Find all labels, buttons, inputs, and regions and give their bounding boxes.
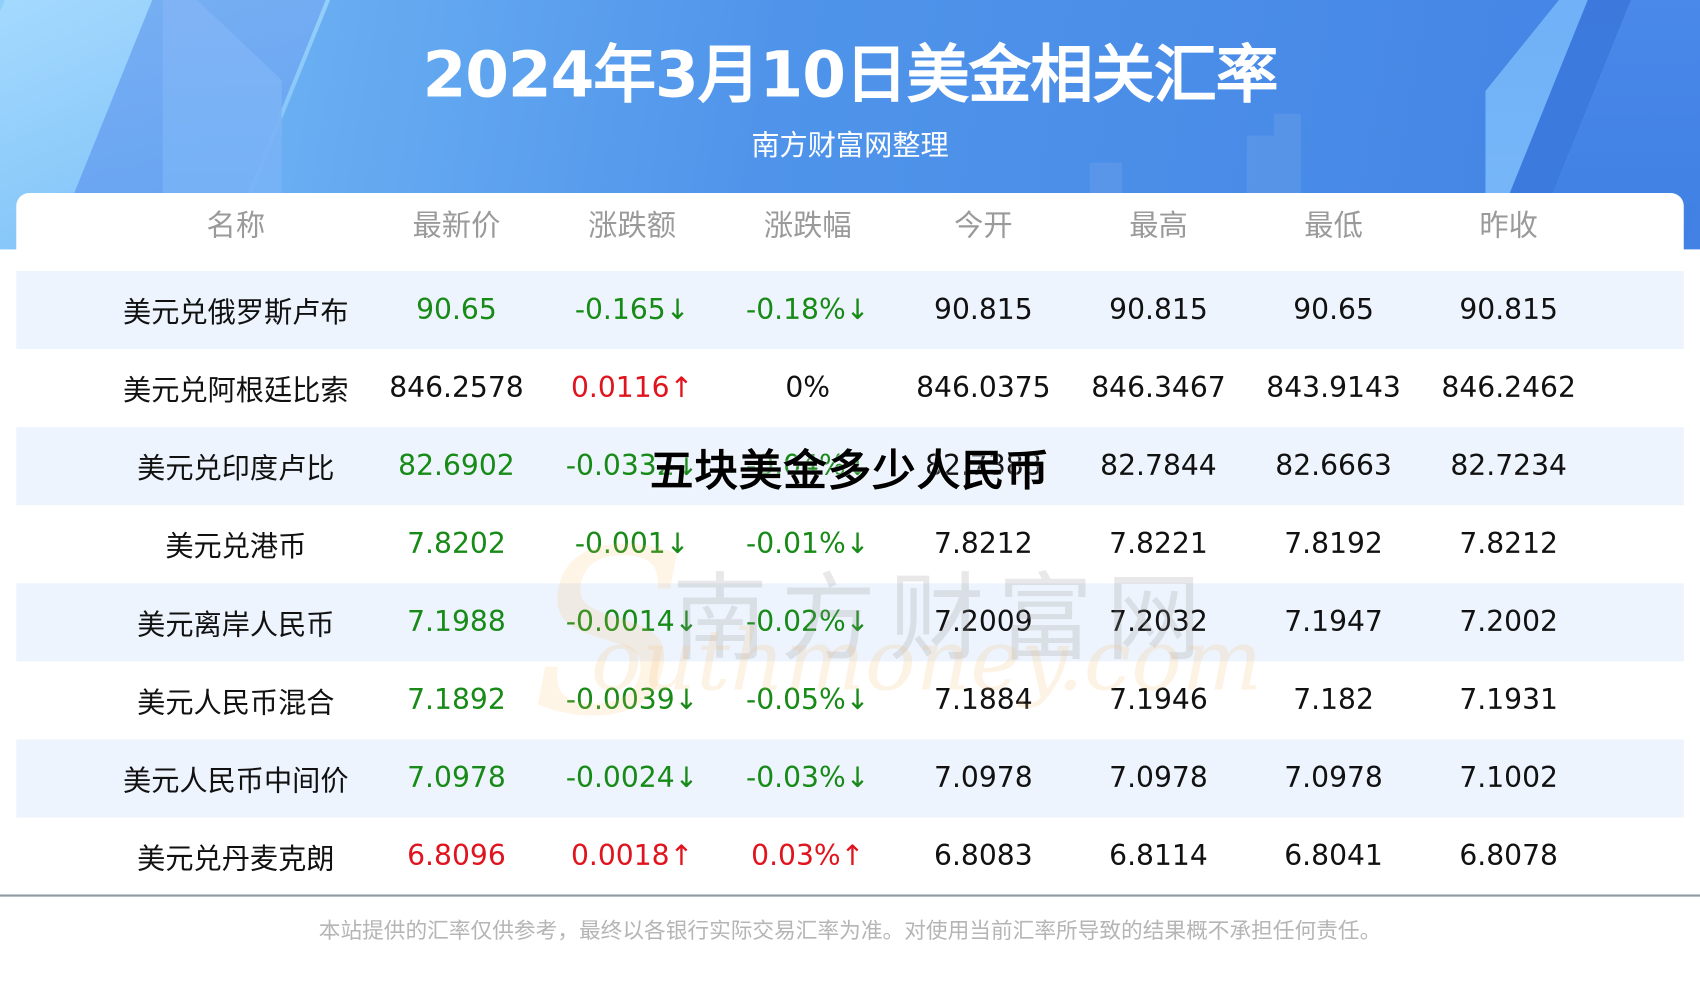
prev-close: 6.8078 [1459, 840, 1558, 873]
watermark-logo: S [531, 500, 688, 767]
column-header-open: 今开 [954, 209, 1013, 243]
change-percent: -0.02%↓ [746, 606, 870, 639]
pair-name: 美元兑阿根廷比索 [123, 374, 349, 408]
latest-price: 846.2578 [389, 371, 524, 405]
column-header-change: 涨跌额 [588, 209, 676, 243]
page-title: 2024年3月10日美金相关汇率 [422, 37, 1279, 112]
pair-name: 美元兑印度卢比 [137, 452, 335, 486]
change-percent: -0.18%↓ [746, 293, 870, 327]
open-price: 7.2009 [934, 606, 1033, 639]
table-row: 美元兑港币 7.8202 -0.001↓ -0.01%↓ 7.8212 7.82… [16, 505, 1683, 583]
table-row: 美元人民币混合 7.1892 -0.0039↓ -0.05%↓ 7.1884 7… [16, 661, 1683, 739]
open-price: 7.8212 [934, 528, 1033, 561]
prev-close: 7.1002 [1459, 762, 1558, 795]
high-price: 7.2032 [1109, 606, 1208, 639]
high-price: 7.1946 [1109, 684, 1208, 717]
prev-close: 82.7234 [1450, 449, 1567, 483]
change-amount: -0.165↓ [574, 293, 690, 327]
prev-close: 7.8212 [1459, 528, 1558, 561]
table-header: 名称 最新价 涨跌额 涨跌幅 今开 最高 最低 昨收 [16, 193, 1683, 271]
high-price: 7.0978 [1109, 762, 1208, 795]
open-price: 82.7388 [925, 449, 1042, 483]
pair-name: 美元人民币混合 [137, 686, 335, 720]
change-percent: -0.03%↓ [746, 762, 870, 795]
column-header-name: 名称 [206, 209, 266, 243]
column-header-latest: 最新价 [412, 209, 501, 243]
watermark-text-en: outhmoney.com [590, 612, 1263, 711]
open-price: 7.1884 [934, 684, 1033, 717]
high-price: 846.3467 [1091, 371, 1226, 405]
column-header-prev-close: 昨收 [1479, 209, 1538, 243]
latest-price: 7.8202 [407, 528, 506, 561]
high-price: 82.7844 [1100, 449, 1217, 483]
table-row: 美元兑俄罗斯卢布 90.65 -0.165↓ -0.18%↓ 90.815 90… [16, 271, 1684, 350]
prev-close: 846.2462 [1441, 371, 1576, 405]
change-percent: 0% [785, 371, 831, 405]
change-amount: -0.0024↓ [565, 762, 699, 795]
change-percent: 0.03%↑ [751, 840, 865, 873]
latest-price: 6.8096 [407, 840, 506, 873]
column-header-high: 最高 [1129, 209, 1188, 243]
table-row: 美元兑阿根廷比索 846.2578 0.0116↑ 0% 846.0375 84… [16, 349, 1683, 427]
latest-price: 7.1892 [407, 684, 506, 717]
change-amount: 0.0018↑ [570, 840, 694, 873]
watermark-text-cn: 南方财富网 [672, 562, 1215, 675]
decorative-bar [1273, 113, 1302, 136]
low-price: 7.1947 [1284, 606, 1383, 639]
pair-name: 美元兑俄罗斯卢布 [123, 296, 349, 330]
open-price: 7.0978 [934, 762, 1033, 795]
change-amount: 0.0116↑ [570, 371, 694, 405]
prev-close: 7.2002 [1459, 606, 1558, 639]
table-row: 美元兑丹麦克朗 6.8096 0.0018↑ 0.03%↑ 6.8083 6.8… [16, 817, 1683, 895]
rates-table: 名称 最新价 涨跌额 涨跌幅 今开 最高 最低 昨收 美元兑俄罗斯卢布 90.6… [16, 192, 1684, 898]
pair-name: 美元离岸人民币 [137, 608, 335, 642]
change-percent: -0.05%↓ [746, 684, 870, 717]
column-header-change-pct: 涨跌幅 [763, 209, 852, 243]
high-price: 7.8221 [1109, 528, 1208, 561]
latest-price: 82.6902 [398, 449, 515, 483]
change-amount: -0.0039↓ [565, 684, 699, 717]
disclaimer-text: 本站提供的汇率仅供参考，最终以各银行实际交易汇率为准。对使用当前汇率所导致的结果… [318, 917, 1382, 944]
table-row: 美元离岸人民币 7.1988 -0.0014↓ -0.02%↓ 7.2009 7… [16, 583, 1684, 662]
prev-close: 7.1931 [1459, 684, 1558, 717]
low-price: 90.65 [1293, 293, 1374, 327]
latest-price: 7.0978 [407, 762, 506, 795]
pair-name: 美元兑港币 [165, 530, 307, 564]
pair-name: 美元兑丹麦克朗 [137, 842, 335, 876]
prev-close: 90.815 [1459, 293, 1558, 327]
change-percent: -0.04%↓ [746, 449, 870, 483]
column-header-low: 最低 [1304, 209, 1363, 243]
open-price: 846.0375 [916, 371, 1051, 405]
table-row: 美元兑印度卢比 82.6902 -0.0332↓ -0.04%↓ 82.7388… [16, 427, 1684, 506]
latest-price: 90.65 [416, 293, 497, 327]
change-amount: -0.0014↓ [565, 606, 699, 639]
low-price: 7.182 [1293, 684, 1374, 717]
low-price: 7.0978 [1284, 762, 1383, 795]
high-price: 6.8114 [1109, 840, 1208, 873]
change-amount: -0.001↓ [574, 528, 690, 561]
footer-divider [0, 894, 1700, 897]
pair-name: 美元人民币中间价 [123, 764, 349, 798]
overlay-caption: 五块美金多少人民币 [649, 446, 1051, 497]
change-percent: -0.01%↓ [746, 528, 870, 561]
low-price: 7.8192 [1284, 528, 1383, 561]
latest-price: 7.1988 [407, 606, 506, 639]
low-price: 6.8041 [1284, 840, 1383, 873]
high-price: 90.815 [1109, 293, 1208, 327]
open-price: 90.815 [934, 293, 1033, 327]
table-row: 美元人民币中间价 7.0978 -0.0024↓ -0.03%↓ 7.0978 … [16, 739, 1684, 818]
low-price: 82.6663 [1275, 449, 1392, 483]
change-amount: -0.0332↓ [565, 449, 699, 483]
low-price: 843.9143 [1266, 371, 1401, 405]
open-price: 6.8083 [934, 840, 1033, 873]
page-subtitle: 南方财富网整理 [751, 130, 949, 163]
